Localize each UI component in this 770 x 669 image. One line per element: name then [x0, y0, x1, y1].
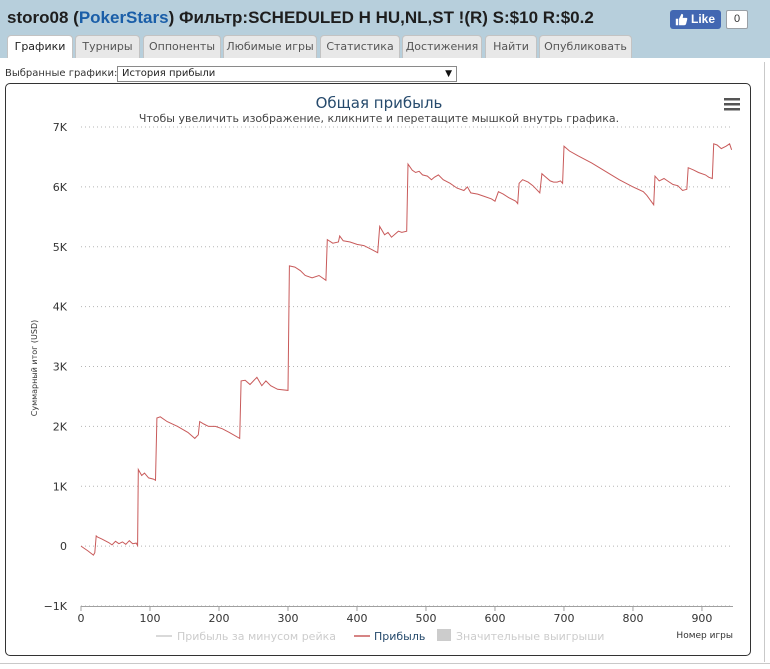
tab-tournaments[interactable]: Турниры — [75, 35, 140, 58]
x-tick-label: 200 — [208, 612, 229, 625]
chart-selector-dropdown[interactable]: История прибыли ▼ — [117, 66, 457, 82]
like-label: Like — [691, 12, 716, 26]
tab-publish[interactable]: Опубликовать — [539, 35, 632, 58]
legend-label-net-profit: Прибыль за минусом рейка — [177, 630, 336, 643]
y-tick-label: 0 — [60, 540, 67, 553]
x-tick-label: 300 — [277, 612, 298, 625]
tab-favorite-games[interactable]: Любимые игры — [223, 35, 317, 58]
chart-panel: Общая прибыль Чтобы увеличить изображени… — [5, 83, 751, 656]
chart-subtitle: Чтобы увеличить изображение, кликните и … — [139, 112, 619, 125]
tab-search[interactable]: Найти — [485, 35, 537, 58]
chart-title: Общая прибыль — [316, 94, 443, 112]
title-open-paren: ( — [68, 8, 79, 27]
facebook-like-button[interactable]: Like — [670, 10, 721, 29]
x-tick-label: 800 — [622, 612, 643, 625]
y-tick-label: 1K — [53, 480, 68, 493]
y-tick-label: 3K — [53, 361, 68, 374]
filter-description: ) Фильтр:SCHEDULED H HU,NL,ST !(R) S:$10… — [168, 8, 594, 27]
x-tick-label: 0 — [78, 612, 85, 625]
thumbs-up-icon — [675, 13, 688, 26]
site-link[interactable]: PokerStars — [78, 8, 169, 27]
profit-chart[interactable]: Общая прибыль Чтобы увеличить изображени… — [6, 84, 750, 655]
series-line-profit — [80, 143, 733, 556]
legend-item-net-profit[interactable]: Прибыль за минусом рейка — [156, 630, 336, 643]
x-tick-label: 400 — [346, 612, 367, 625]
chart-selector-label: Выбранные графики: — [5, 68, 118, 79]
right-divider — [764, 62, 765, 662]
player-name: storo08 — [7, 8, 69, 27]
tab-statistics[interactable]: Статистика — [320, 35, 400, 58]
y-tick-label: 7K — [53, 121, 68, 134]
legend-item-profit[interactable]: Прибыль — [354, 630, 425, 643]
y-axis-title: Суммарный итог (USD) — [30, 320, 39, 417]
x-tick-label: 600 — [484, 612, 505, 625]
legend-label-big-wins: Значительные выигрыши — [456, 630, 604, 643]
tab-opponents[interactable]: Оппоненты — [143, 35, 221, 58]
x-axis-title: Номер игры — [676, 631, 733, 641]
y-tick-label: 2K — [53, 420, 68, 433]
legend-item-big-wins[interactable]: Значительные выигрыши — [437, 629, 604, 643]
chart-selector-value: История прибыли — [122, 68, 216, 79]
legend-label-profit: Прибыль — [374, 630, 425, 643]
y-tick-label: 4K — [53, 301, 68, 314]
y-tick-label: 5K — [53, 241, 68, 254]
hamburger-menu-icon[interactable] — [724, 98, 740, 111]
x-tick-label: 500 — [415, 612, 436, 625]
x-tick-label: 100 — [139, 612, 160, 625]
bottom-divider — [0, 663, 770, 664]
legend: Прибыль за минусом рейка Прибыль Значите… — [156, 629, 604, 643]
dropdown-arrow-icon: ▼ — [445, 69, 452, 79]
y-tick-label: 6K — [53, 181, 68, 194]
like-count: 0 — [726, 10, 748, 29]
page-title: storo08 (PokerStars) Фильтр:SCHEDULED H … — [7, 8, 594, 28]
tab-charts[interactable]: Графики — [7, 35, 73, 58]
x-tick-label: 900 — [691, 612, 712, 625]
y-tick-label: −1K — [44, 600, 68, 613]
tab-achievements[interactable]: Достижения — [402, 35, 482, 58]
x-tick-label: 700 — [553, 612, 574, 625]
